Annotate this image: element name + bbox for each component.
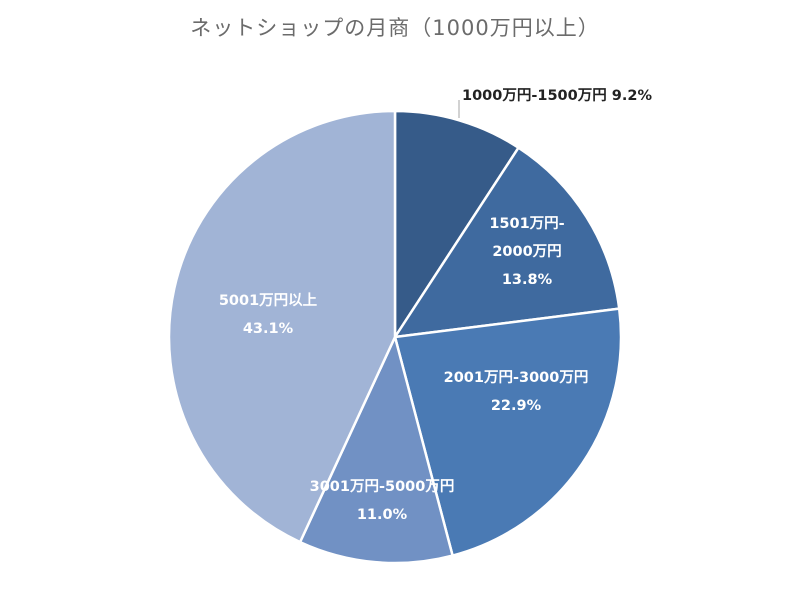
pie-slice (393, 307, 623, 558)
data-label-line: 2000万円 (492, 243, 561, 260)
data-label-line: 5001万円以上 (219, 292, 318, 309)
pie-slice (167, 109, 397, 544)
data-label: 5001万円以上 43.1% (219, 292, 318, 337)
data-label-line: 43.1% (243, 321, 294, 337)
data-label-line: 1501万円- (489, 215, 564, 232)
data-label-line: 13.8% (502, 272, 553, 288)
data-label-line: 1000万円-1500万円 9.2% (462, 87, 652, 104)
data-label: 2001万円-3000万円 22.9% (444, 369, 589, 414)
pie-slice (298, 333, 455, 565)
data-label: 1000万円-1500万円 9.2% (462, 87, 652, 104)
data-label: 3001万円-5000万円 11.0% (310, 478, 455, 523)
data-label-line: 11.0% (357, 507, 408, 523)
data-label-line: 22.9% (491, 398, 542, 414)
data-label: 1501万円- 2000万円 13.8% (489, 215, 564, 288)
data-label-line: 2001万円-3000万円 (444, 369, 589, 386)
data-label-line: 3001万円-5000万円 (310, 478, 455, 495)
chart-title: ネットショップの月商（1000万円以上） (190, 16, 600, 40)
pie-slice (392, 145, 621, 339)
pie-slice (393, 109, 521, 342)
